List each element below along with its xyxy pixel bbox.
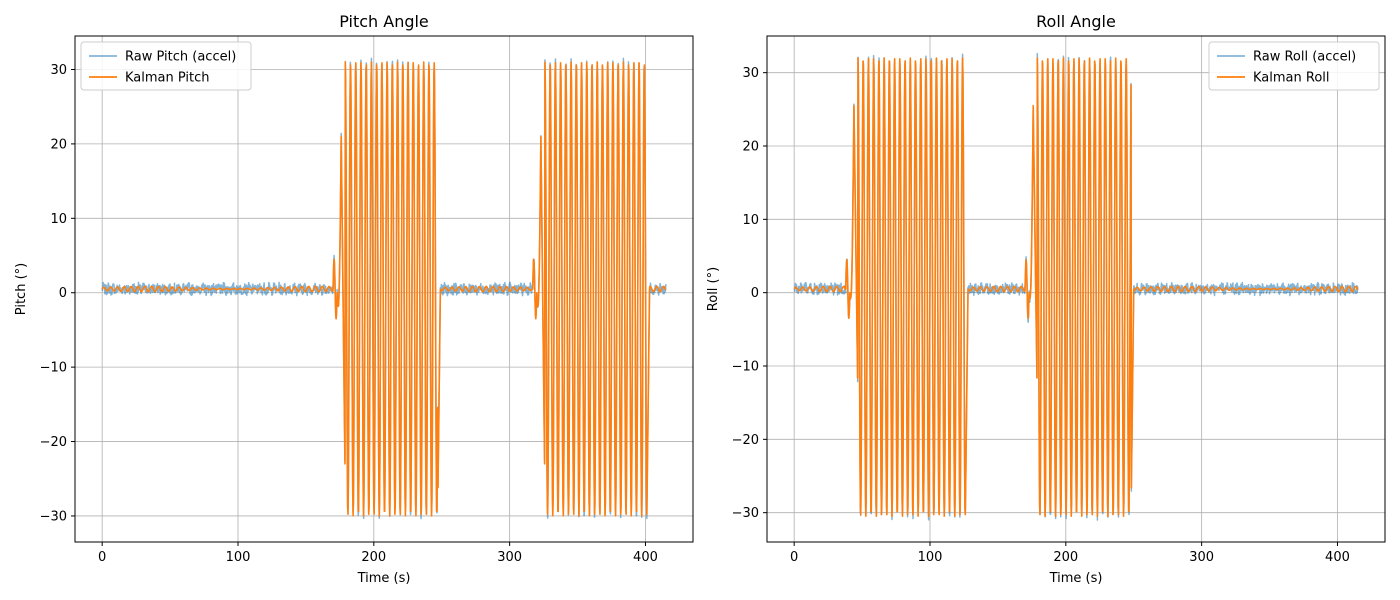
y-tick-label: 20: [742, 140, 759, 155]
chart-title: Roll Angle: [1036, 12, 1116, 31]
x-tick-label: 0: [790, 550, 798, 565]
y-tick-label: 30: [742, 66, 759, 81]
y-tick-label: −30: [40, 509, 67, 524]
y-tick-label: −30: [732, 506, 759, 521]
y-tick-label: 10: [50, 212, 67, 227]
y-tick-label: 30: [50, 63, 67, 78]
series-line-kalman: [101, 61, 667, 517]
x-tick-label: 100: [918, 550, 943, 565]
legend-label: Kalman Pitch: [125, 71, 210, 86]
chart-title: Pitch Angle: [339, 12, 429, 31]
axes-frame: [74, 35, 694, 543]
axes-frame: [766, 35, 1386, 543]
x-axis-label: Time (s): [1049, 571, 1103, 586]
y-tick-label: 20: [50, 137, 67, 152]
x-tick-label: 400: [1325, 550, 1350, 565]
x-tick-label: 100: [226, 550, 251, 565]
y-tick-label: −10: [732, 360, 759, 375]
y-tick-label: −10: [40, 361, 67, 376]
chart-panel-2: 0 100 200 300 400 −30 −20 −10 0 10 20 30 Roll Angle T…: [706, 12, 1386, 586]
legend: Raw Roll (accel) Kalman Roll: [1208, 41, 1380, 91]
legend: Raw Pitch (accel) Kalman Pitch: [80, 41, 252, 91]
y-axis-label: Pitch (°): [14, 263, 29, 315]
x-tick-label: 300: [1189, 550, 1214, 565]
y-tick-label: −20: [732, 433, 759, 448]
x-tick-label: 200: [361, 550, 386, 565]
y-tick-label: 0: [59, 286, 67, 301]
plot-area: [101, 57, 667, 520]
y-tick-label: 10: [742, 213, 759, 228]
x-tick-label: 200: [1053, 550, 1078, 565]
legend-label: Kalman Roll: [1253, 71, 1330, 86]
y-tick-label: −20: [40, 435, 67, 450]
legend-label: Raw Roll (accel): [1253, 50, 1356, 65]
x-tick-label: 0: [98, 550, 106, 565]
y-tick-label: 0: [751, 286, 759, 301]
chart-panel-1: 0 100 200 300 400 −30 −20 −10 0 10 20 30 Pitch Angle…: [14, 12, 694, 586]
y-axis-label: Roll (°): [706, 267, 721, 311]
legend-box: [1208, 41, 1380, 91]
x-tick-label: 400: [633, 550, 658, 565]
x-tick-label: 300: [497, 550, 522, 565]
series-line-kalman: [793, 57, 1359, 517]
legend-box: [80, 41, 252, 91]
x-axis-label: Time (s): [357, 571, 411, 586]
legend-label: Raw Pitch (accel): [125, 50, 236, 65]
plot-area: [793, 52, 1359, 521]
